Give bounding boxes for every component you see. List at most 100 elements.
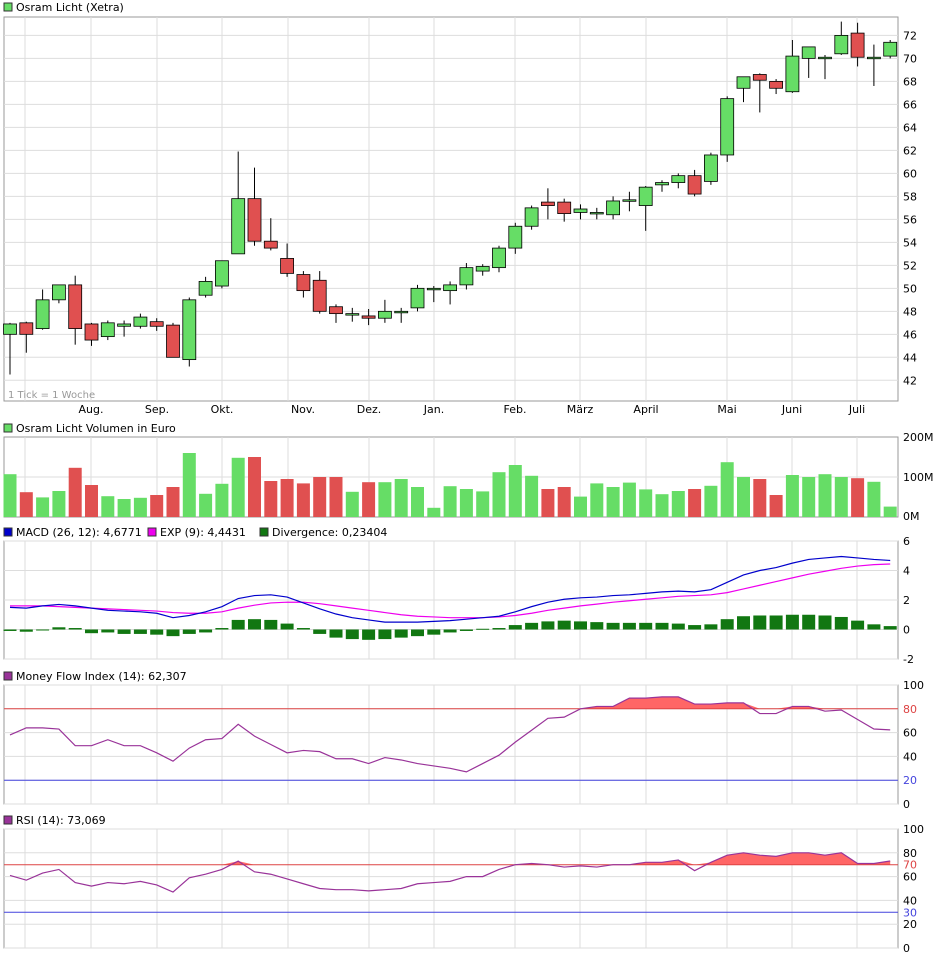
divergence-bar (590, 622, 604, 630)
volume-bar (785, 475, 799, 517)
mfi-y-tick: 40 (903, 750, 917, 763)
volume-bar (867, 481, 881, 517)
divergence-legend: Divergence: 0,23404 (272, 526, 387, 539)
volume-bar (541, 489, 555, 517)
x-tick-label: Feb. (504, 403, 527, 416)
mfi-legend-icon (3, 671, 13, 681)
rsi-panel: RSI (14): 73,069 0 20 40 60 80 100 70 30 (3, 814, 924, 955)
volume-bar (264, 481, 278, 517)
price-y-tick: 68 (903, 75, 917, 88)
price-y-tick: 56 (903, 213, 917, 226)
volume-bar (231, 457, 245, 517)
volume-bar (68, 467, 82, 517)
price-y-tick: 54 (903, 236, 917, 249)
divergence-bar (769, 615, 783, 630)
volume-bar (574, 496, 587, 517)
volume-tick-100m: 100M (903, 471, 934, 484)
divergence-bar (133, 629, 147, 634)
divergence-bar (117, 629, 131, 634)
volume-bar (329, 477, 343, 517)
x-tick-label: Jan. (423, 403, 444, 416)
rsi-upper-label: 70 (903, 859, 917, 872)
volume-bar (427, 507, 441, 517)
candle-body (231, 198, 246, 255)
rsi-y-tick: 80 (903, 847, 917, 860)
divergence-bar (264, 619, 278, 630)
divergence-bar (492, 628, 506, 630)
x-tick-label: Dez. (357, 403, 382, 416)
divergence-bar (411, 629, 424, 637)
divergence-bar (508, 625, 522, 630)
macd-legend: MACD (26, 12): 4,6771 (16, 526, 142, 539)
volume-bar (688, 489, 702, 517)
volume-legend-icon (3, 423, 13, 433)
candle-body (671, 175, 686, 183)
mfi-y-axis: 0 40 60 100 80 20 (903, 679, 924, 811)
divergence-bar (280, 623, 294, 630)
rsi-title: RSI (14): 73,069 (16, 814, 106, 827)
candle-body (361, 315, 376, 319)
volume-bar (150, 495, 164, 517)
volume-tick-0m: 0M (903, 510, 920, 523)
rsi-y-tick: 100 (903, 823, 924, 836)
candle-body (166, 324, 180, 358)
candle-body (508, 225, 523, 249)
divergence-bar (883, 626, 897, 630)
divergence-bar (248, 619, 261, 630)
candle-body (704, 154, 718, 182)
divergence-bars (3, 614, 897, 640)
candle-body (117, 323, 131, 327)
price-y-tick: 70 (903, 52, 917, 65)
rsi-y-tick: 0 (903, 942, 910, 955)
volume-bar (737, 477, 750, 517)
volume-bar (362, 482, 376, 517)
macd-y-tick: 0 (903, 624, 910, 637)
divergence-bar (671, 623, 685, 630)
divergence-bar (688, 625, 702, 630)
volume-bar (639, 489, 653, 517)
divergence-bar (150, 629, 164, 635)
divergence-bar (166, 629, 180, 637)
x-tick-label: Mai (717, 403, 736, 416)
volume-bar (476, 491, 490, 517)
volume-bar (3, 474, 17, 517)
rsi-line (9, 852, 891, 893)
divergence-bar (459, 629, 473, 631)
macd-legend-icon (3, 527, 13, 537)
mfi-overbought-fill (10, 696, 891, 709)
candles (3, 21, 898, 375)
divergence-bar (753, 615, 767, 630)
divergence-bar (313, 629, 327, 634)
divergence-bar (737, 616, 750, 630)
rsi-y-tick: 60 (903, 871, 917, 884)
volume-bar (199, 493, 213, 517)
volume-bar (280, 479, 294, 517)
divergence-bar (199, 629, 213, 633)
candle-body (35, 299, 50, 329)
candle-body (214, 260, 229, 287)
volume-bar (704, 485, 718, 517)
candle-body (801, 46, 816, 59)
divergence-bar (394, 629, 408, 638)
volume-bar (378, 482, 392, 517)
divergence-bar (345, 629, 359, 640)
mfi-y-tick: 100 (903, 679, 924, 692)
price-panel: Osram Licht (Xetra) 42 44 46 48 50 52 54 56 58 60… (3, 1, 917, 416)
price-y-tick: 60 (903, 167, 917, 180)
volume-bar (182, 453, 196, 517)
volume-bar (296, 483, 310, 517)
candle-body (182, 299, 197, 361)
macd-y-tick: 6 (903, 535, 910, 548)
price-y-tick: 52 (903, 259, 917, 272)
price-y-tick: 66 (903, 98, 917, 111)
divergence-bar (68, 628, 82, 630)
candle-body (736, 76, 751, 89)
volume-bar (525, 475, 539, 517)
macd-y-axis: -2 0 2 4 6 (903, 535, 914, 666)
divergence-bar (182, 629, 196, 634)
candle-body (198, 281, 213, 296)
volume-bar (802, 477, 816, 517)
mfi-plot-area (3, 684, 899, 805)
macd-line (9, 555, 891, 623)
